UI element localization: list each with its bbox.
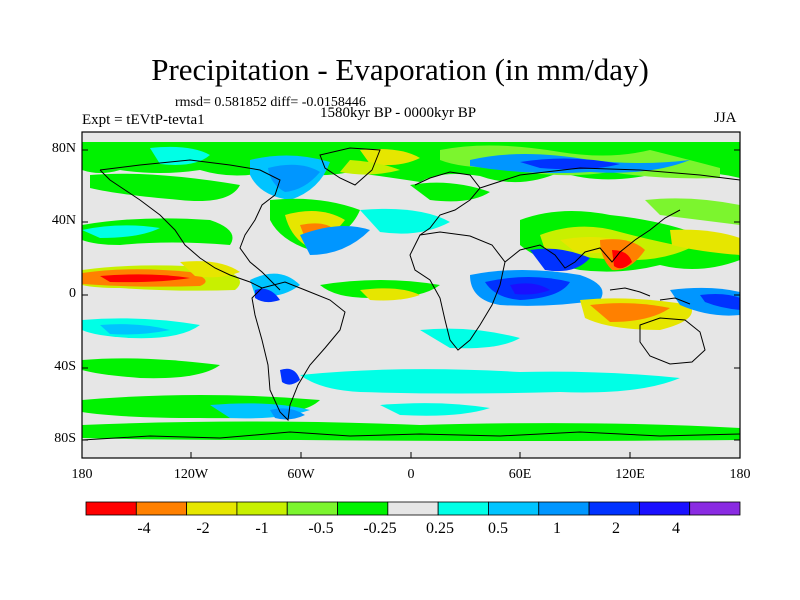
- stats-text: rmsd= 0.581852 diff= -0.0158446: [175, 95, 366, 110]
- colorbar-swatch: [85, 501, 137, 516]
- colorbar-label: 4: [672, 520, 680, 537]
- lat-label-0: 0: [69, 286, 76, 301]
- colorbar-swatch: [387, 501, 439, 516]
- colorbar-label: 1: [553, 520, 561, 537]
- colorbar-swatch: [337, 501, 389, 516]
- coastlines: [81, 147, 741, 441]
- colorbar-swatch: [538, 501, 590, 516]
- colorbar-label: 0.25: [426, 520, 454, 537]
- season-label: JJA: [714, 110, 737, 126]
- map-plot: [81, 131, 741, 459]
- colorbar-swatch: [437, 501, 489, 516]
- colorbar-label: -2: [196, 520, 210, 537]
- colorbar-label: -4: [137, 520, 151, 537]
- lon-label-60w: 60W: [287, 467, 315, 482]
- colorbar-label: -1: [255, 520, 269, 537]
- lon-ticks: [81, 452, 741, 458]
- colorbar-swatch: [286, 501, 338, 516]
- lon-label-180w: 180: [71, 467, 93, 482]
- colorbar-swatch: [135, 501, 188, 516]
- colorbar-swatch: [236, 501, 288, 516]
- lon-label-180e: 180: [729, 467, 751, 482]
- period-label: 1580kyr BP - 0000kyr BP: [320, 105, 477, 121]
- lon-label-0: 0: [407, 467, 415, 482]
- colorbar-label: 0.5: [488, 520, 508, 537]
- colorbar-swatch: [638, 501, 691, 516]
- colorbar-swatch: [186, 501, 238, 516]
- colorbar-label: -0.5: [308, 520, 334, 537]
- colorbar-label: 2: [612, 520, 620, 537]
- lat-label-40n: 40N: [51, 213, 76, 228]
- colorbar-label: -0.25: [363, 520, 397, 537]
- lat-label-40s: 40S: [54, 359, 76, 374]
- lon-label-120e: 120E: [615, 467, 645, 482]
- lon-label-60e: 60E: [508, 467, 532, 482]
- experiment-label: Expt = tEVtP-tevta1: [82, 112, 205, 128]
- colorbar-swatch: [588, 501, 640, 516]
- colorbar: [85, 501, 741, 516]
- lat-ticks: [82, 149, 740, 441]
- colorbar-swatch: [689, 501, 741, 516]
- colorbar-swatch: [488, 501, 540, 516]
- lat-label-80s: 80S: [54, 431, 76, 446]
- lat-label-80n: 80N: [51, 141, 76, 156]
- lon-label-120w: 120W: [173, 467, 209, 482]
- map-title: Precipitation - Evaporation (in mm/day): [151, 52, 649, 87]
